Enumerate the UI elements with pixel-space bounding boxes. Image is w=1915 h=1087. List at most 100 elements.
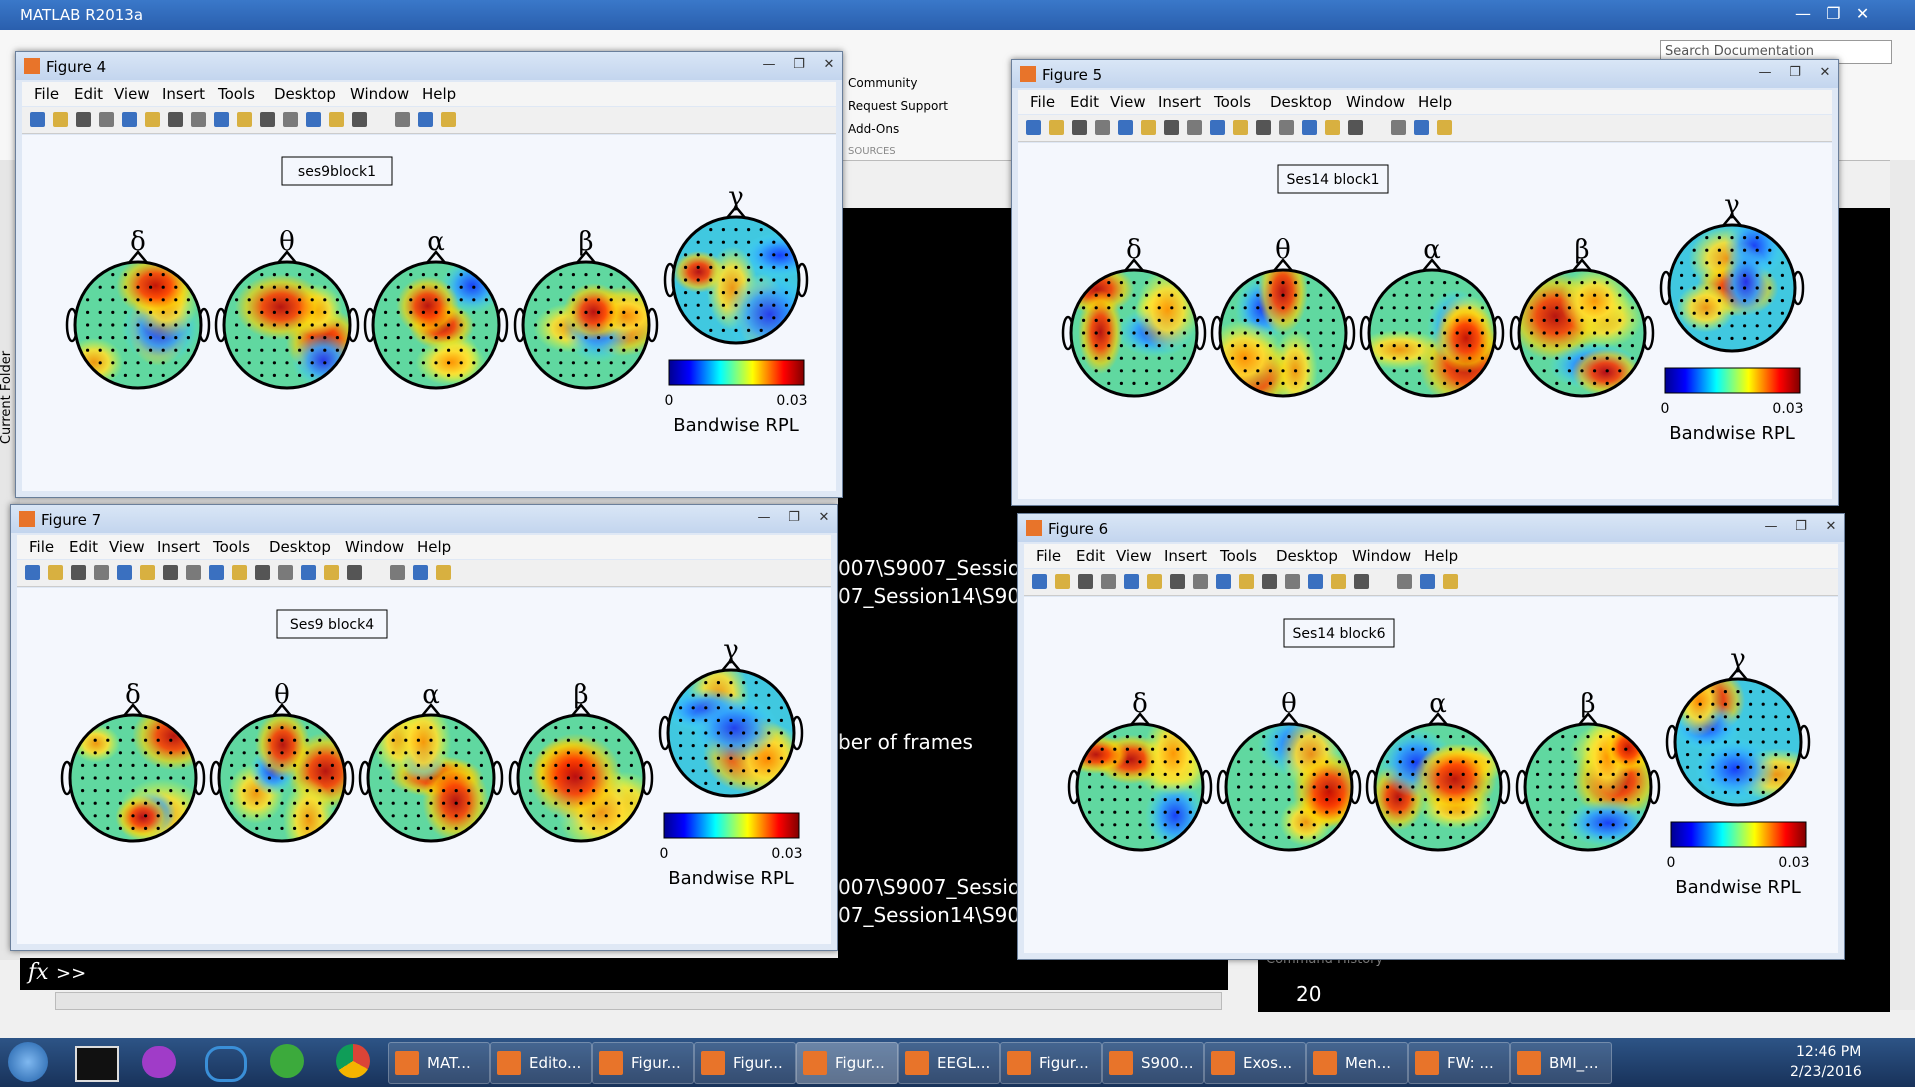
toolbar-button[interactable] bbox=[1239, 574, 1254, 589]
toolbar-button[interactable] bbox=[390, 565, 405, 580]
menu-item[interactable]: Desktop bbox=[1276, 547, 1338, 565]
toolbar-button[interactable] bbox=[76, 112, 91, 127]
toolbar-button[interactable] bbox=[347, 565, 362, 580]
taskbar-button[interactable]: Figur... bbox=[796, 1042, 898, 1084]
toolbar-button[interactable] bbox=[413, 565, 428, 580]
taskbar-button[interactable]: EEGL... bbox=[898, 1042, 1000, 1084]
toolbar-button[interactable] bbox=[191, 112, 206, 127]
window-button[interactable]: ✕ bbox=[1825, 519, 1837, 534]
toolbar-button[interactable] bbox=[1210, 120, 1225, 135]
toolbar-button[interactable] bbox=[209, 565, 224, 580]
pinned-icon[interactable] bbox=[336, 1044, 370, 1078]
menu-item[interactable]: Help bbox=[1418, 93, 1453, 111]
ribbon-item[interactable]: Add-Ons bbox=[848, 122, 900, 136]
menu-item[interactable]: Window bbox=[1346, 93, 1406, 111]
annotation-box[interactable] bbox=[1283, 618, 1395, 648]
menu-item[interactable]: Insert bbox=[162, 85, 206, 103]
pinned-icon[interactable] bbox=[205, 1046, 247, 1082]
toolbar-button[interactable] bbox=[1437, 120, 1452, 135]
taskbar-button[interactable]: Exos... bbox=[1204, 1042, 1306, 1084]
toolbar-button[interactable] bbox=[1124, 574, 1139, 589]
menu-item[interactable]: Edit bbox=[74, 85, 104, 103]
menu-item[interactable]: Window bbox=[350, 85, 410, 103]
taskbar-button[interactable]: S900... bbox=[1102, 1042, 1204, 1084]
menu-item[interactable]: Tools bbox=[1214, 93, 1251, 111]
toolbar-button[interactable] bbox=[283, 112, 298, 127]
window-button[interactable]: ❐ bbox=[1789, 65, 1801, 80]
toolbar-button[interactable] bbox=[237, 112, 252, 127]
current-folder-tab[interactable]: Current Folder bbox=[0, 350, 15, 445]
toolbar-button[interactable] bbox=[436, 565, 451, 580]
menu-item[interactable]: Insert bbox=[1158, 93, 1202, 111]
toolbar-button[interactable] bbox=[1443, 574, 1458, 589]
menu-item[interactable]: Tools bbox=[213, 538, 250, 556]
menu-item[interactable]: File bbox=[29, 538, 55, 556]
toolbar-button[interactable] bbox=[1256, 120, 1271, 135]
taskbar-button[interactable]: Edito... bbox=[490, 1042, 592, 1084]
toolbar-button[interactable] bbox=[255, 565, 270, 580]
menu-item[interactable]: Edit bbox=[69, 538, 99, 556]
toolbar-button[interactable] bbox=[168, 112, 183, 127]
menu-item[interactable]: File bbox=[1030, 93, 1056, 111]
menu-item[interactable]: Insert bbox=[157, 538, 201, 556]
window-button[interactable]: ✕ bbox=[818, 510, 830, 525]
toolbar-button[interactable] bbox=[48, 565, 63, 580]
window-button[interactable]: ✕ bbox=[823, 57, 835, 72]
window-button[interactable]: — bbox=[762, 57, 776, 72]
window-button[interactable]: — bbox=[757, 510, 771, 525]
menu-item[interactable]: View bbox=[1110, 93, 1146, 111]
menu-item[interactable]: Desktop bbox=[1270, 93, 1332, 111]
toolbar-button[interactable] bbox=[163, 565, 178, 580]
toolbar-button[interactable] bbox=[30, 112, 45, 127]
toolbar-button[interactable] bbox=[418, 112, 433, 127]
toolbar-button[interactable] bbox=[324, 565, 339, 580]
toolbar-button[interactable] bbox=[1216, 574, 1231, 589]
toolbar-button[interactable] bbox=[1420, 574, 1435, 589]
prompt-bar[interactable]: fx >> bbox=[20, 958, 1228, 990]
toolbar-button[interactable] bbox=[117, 565, 132, 580]
toolbar-button[interactable] bbox=[1331, 574, 1346, 589]
toolbar-button[interactable] bbox=[1308, 574, 1323, 589]
toolbar-button[interactable] bbox=[1354, 574, 1369, 589]
toolbar-button[interactable] bbox=[99, 112, 114, 127]
window-button[interactable]: ❐ bbox=[793, 57, 805, 72]
toolbar-button[interactable] bbox=[25, 565, 40, 580]
toolbar-button[interactable] bbox=[122, 112, 137, 127]
toolbar-button[interactable] bbox=[1193, 574, 1208, 589]
toolbar-button[interactable] bbox=[1147, 574, 1162, 589]
window-button[interactable]: ❐ bbox=[1795, 519, 1807, 534]
toolbar-button[interactable] bbox=[1285, 574, 1300, 589]
annotation-box[interactable] bbox=[281, 156, 393, 186]
menu-item[interactable]: Window bbox=[1352, 547, 1412, 565]
toolbar-button[interactable] bbox=[352, 112, 367, 127]
taskbar-button[interactable]: FW: ... bbox=[1408, 1042, 1510, 1084]
menu-item[interactable]: Help bbox=[417, 538, 452, 556]
toolbar-button[interactable] bbox=[1187, 120, 1202, 135]
menu-item[interactable]: Edit bbox=[1076, 547, 1106, 565]
toolbar-button[interactable] bbox=[1397, 574, 1412, 589]
menu-item[interactable]: File bbox=[34, 85, 60, 103]
toolbar-button[interactable] bbox=[1348, 120, 1363, 135]
toolbar-button[interactable] bbox=[1325, 120, 1340, 135]
toolbar-button[interactable] bbox=[1391, 120, 1406, 135]
toolbar-button[interactable] bbox=[306, 112, 321, 127]
taskbar-button[interactable]: MAT... bbox=[388, 1042, 490, 1084]
toolbar-button[interactable] bbox=[1233, 120, 1248, 135]
toolbar-button[interactable] bbox=[1302, 120, 1317, 135]
toolbar-button[interactable] bbox=[145, 112, 160, 127]
window-button[interactable]: ❐ bbox=[788, 510, 800, 525]
toolbar-button[interactable] bbox=[94, 565, 109, 580]
start-button[interactable] bbox=[8, 1042, 48, 1082]
pinned-icon[interactable] bbox=[75, 1046, 119, 1082]
toolbar-button[interactable] bbox=[1414, 120, 1429, 135]
taskbar-button[interactable]: Men... bbox=[1306, 1042, 1408, 1084]
menu-item[interactable]: Insert bbox=[1164, 547, 1208, 565]
window-controls[interactable]: — ❐ ✕ bbox=[1795, 4, 1870, 23]
menu-item[interactable]: Edit bbox=[1070, 93, 1100, 111]
toolbar-button[interactable] bbox=[301, 565, 316, 580]
toolbar-button[interactable] bbox=[1049, 120, 1064, 135]
toolbar-button[interactable] bbox=[1141, 120, 1156, 135]
toolbar-button[interactable] bbox=[1095, 120, 1110, 135]
taskbar-button[interactable]: Figur... bbox=[1000, 1042, 1102, 1084]
toolbar-button[interactable] bbox=[1032, 574, 1047, 589]
